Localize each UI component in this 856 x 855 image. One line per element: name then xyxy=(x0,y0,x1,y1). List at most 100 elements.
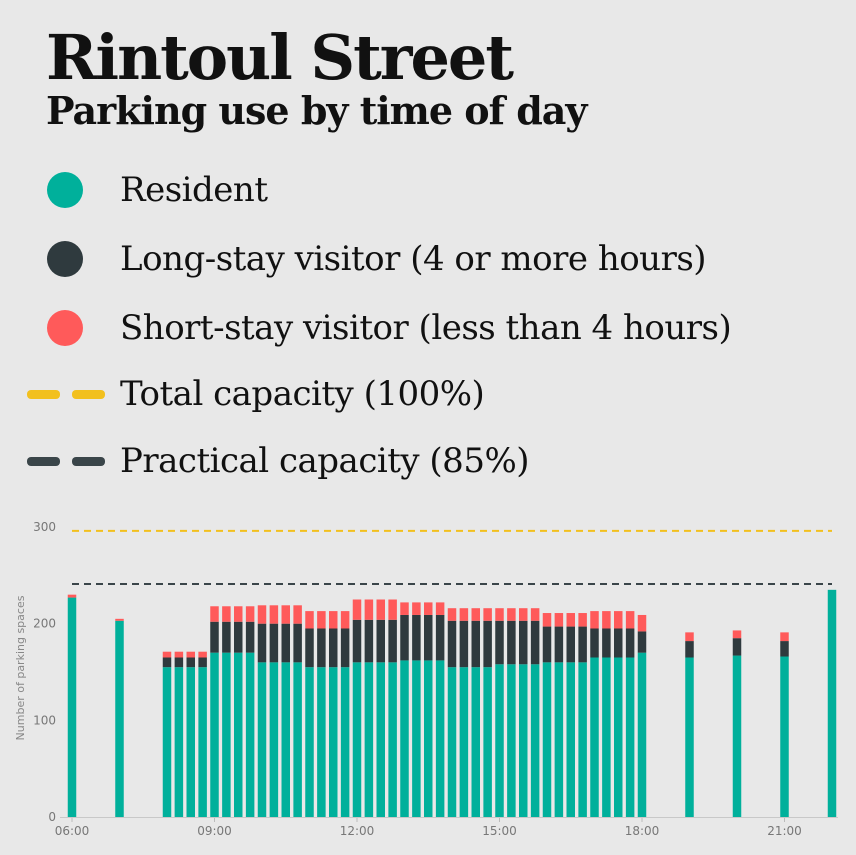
bar-resident xyxy=(578,662,587,817)
bar-long-stay xyxy=(602,628,611,658)
bar-long-stay xyxy=(435,614,445,661)
bar-resident xyxy=(293,662,302,817)
bar-resident xyxy=(162,667,172,817)
legend-label-long-stay: Long-stay visitor (4 or more hours) xyxy=(120,239,707,279)
bar-long-stay xyxy=(281,623,290,663)
bar-resident xyxy=(507,664,516,817)
legend-item-long-stay: Long-stay visitor (4 or more hours) xyxy=(0,234,856,284)
bar-resident xyxy=(234,652,243,817)
bar-long-stay xyxy=(186,657,195,668)
legend-label-practical-capacity: Practical capacity (85%) xyxy=(120,441,530,481)
bar-resident xyxy=(602,657,611,817)
bar-resident xyxy=(827,589,837,817)
bar-resident xyxy=(269,662,279,817)
bar-long-stay xyxy=(317,628,326,668)
bar-long-stay xyxy=(780,641,789,657)
bar-short-stay xyxy=(222,606,231,622)
bar-short-stay xyxy=(67,594,77,598)
bar-resident xyxy=(519,664,528,817)
bar-short-stay xyxy=(471,608,480,621)
bar-short-stay xyxy=(186,651,195,658)
bar-short-stay xyxy=(352,599,362,620)
legend-item-short-stay: Short-stay visitor (less than 4 hours) xyxy=(0,303,856,353)
bar-long-stay xyxy=(400,614,409,661)
bar-long-stay xyxy=(269,623,279,663)
bar-short-stay xyxy=(554,613,564,627)
bar-short-stay xyxy=(317,611,326,629)
bar-long-stay xyxy=(222,621,231,653)
bar-resident xyxy=(257,662,267,817)
y-axis-label: Number of parking spaces xyxy=(14,595,27,740)
bar-short-stay xyxy=(625,611,635,629)
bar-resident xyxy=(67,597,77,817)
total-capacity-dash-icon xyxy=(27,390,60,399)
chart-area: 0 100 200 300 06:00 09:00 12:00 15:00 18:00 21:0… xyxy=(0,500,856,855)
bar-short-stay xyxy=(459,608,469,621)
bar-short-stay xyxy=(507,608,516,621)
bar-long-stay xyxy=(198,657,207,668)
bar-long-stay xyxy=(519,620,528,665)
bar-long-stay xyxy=(495,620,504,665)
bar-short-stay xyxy=(329,611,338,629)
y-tick-label: 0 xyxy=(48,810,56,824)
x-axis: 06:00 09:00 12:00 15:00 18:00 21:00 xyxy=(55,817,838,838)
bar-long-stay xyxy=(340,628,350,668)
bar-short-stay xyxy=(198,651,207,658)
bar-long-stay xyxy=(162,657,172,668)
legend-label-total-capacity: Total capacity (100%) xyxy=(120,374,485,414)
bar-long-stay xyxy=(637,631,647,653)
bar-resident xyxy=(780,656,789,817)
chart-title: Rintoul Street xyxy=(46,21,514,94)
bar-resident xyxy=(459,667,469,817)
bar-long-stay xyxy=(447,620,457,668)
bar-long-stay xyxy=(257,623,267,663)
x-tick-label: 21:00 xyxy=(767,824,802,838)
bar-long-stay xyxy=(614,628,623,658)
bar-long-stay xyxy=(174,657,184,668)
bar-resident xyxy=(281,662,290,817)
bar-long-stay xyxy=(625,628,635,658)
legend-item-total-capacity: Total capacity (100%) xyxy=(0,369,856,419)
bar-resident xyxy=(471,667,480,817)
bar-short-stay xyxy=(578,613,587,627)
bar-resident xyxy=(614,657,623,817)
bar-long-stay xyxy=(507,620,516,665)
bar-short-stay xyxy=(376,599,385,620)
bar-resident xyxy=(400,660,409,817)
y-tick-label: 200 xyxy=(33,617,56,631)
legend-item-resident: Resident xyxy=(0,165,856,215)
bar-long-stay xyxy=(424,614,433,661)
bar-short-stay xyxy=(542,613,552,627)
bar-short-stay xyxy=(519,608,528,621)
x-tick-label: 18:00 xyxy=(625,824,660,838)
bar-long-stay xyxy=(459,620,469,668)
bar-resident xyxy=(115,620,124,817)
bar-resident xyxy=(435,660,445,817)
bar-resident xyxy=(317,667,326,817)
bar-resident xyxy=(352,662,362,817)
bar-long-stay xyxy=(234,621,243,653)
bar-long-stay xyxy=(530,620,540,665)
bar-short-stay xyxy=(614,611,623,629)
bar-resident xyxy=(340,667,350,817)
bar-long-stay xyxy=(685,641,694,658)
bar-short-stay xyxy=(566,613,575,627)
practical-capacity-dash-icon xyxy=(27,457,60,466)
x-tick-label: 15:00 xyxy=(482,824,517,838)
bar-resident xyxy=(566,662,575,817)
bar-resident xyxy=(447,667,457,817)
bar-short-stay xyxy=(637,614,647,632)
bar-short-stay xyxy=(388,599,397,620)
bar-short-stay xyxy=(174,651,184,658)
bar-resident xyxy=(542,662,552,817)
bar-resident xyxy=(424,660,433,817)
bar-short-stay xyxy=(257,605,267,624)
bar-short-stay xyxy=(530,608,540,621)
bar-short-stay xyxy=(162,651,172,658)
bar-long-stay xyxy=(732,638,742,656)
bar-resident xyxy=(495,664,504,817)
bar-short-stay xyxy=(305,611,314,629)
bars-group xyxy=(67,589,837,817)
bar-resident xyxy=(174,667,184,817)
bar-resident xyxy=(685,657,694,817)
